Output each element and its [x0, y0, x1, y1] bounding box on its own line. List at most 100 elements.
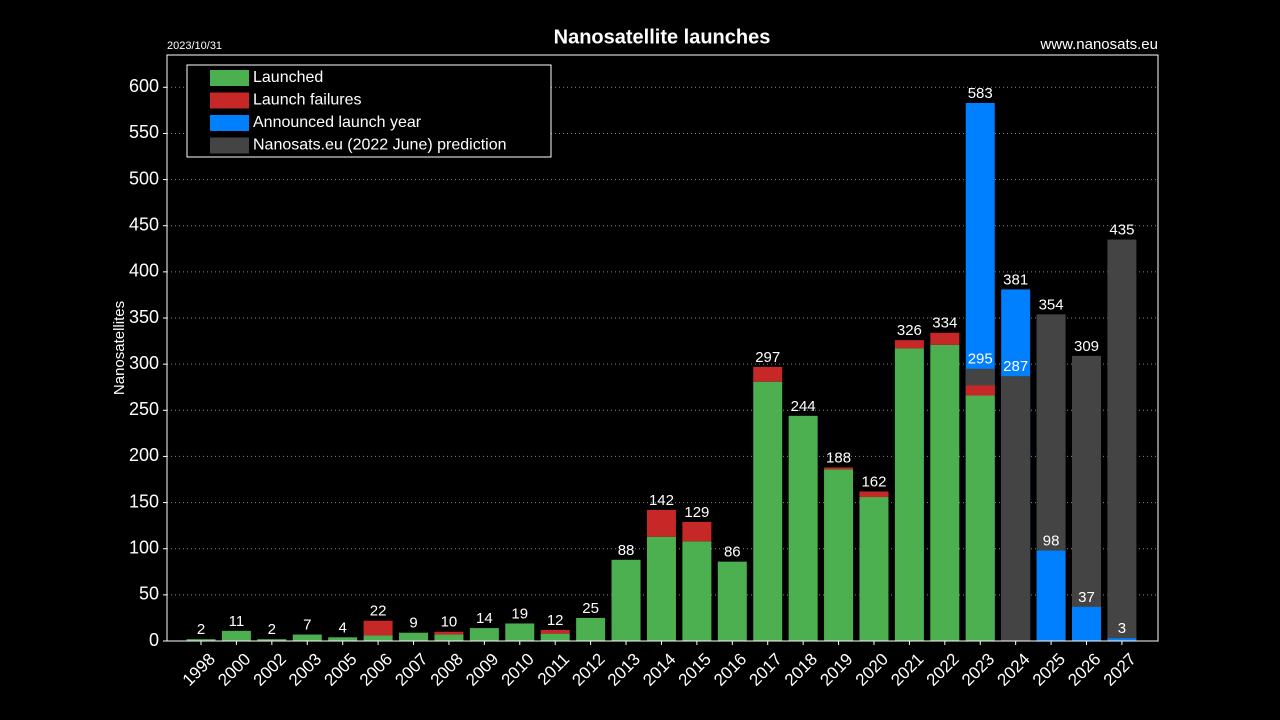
legend-swatch	[210, 115, 249, 131]
y-tick-label: 50	[139, 584, 159, 604]
chart-title: Nanosatellite launches	[554, 26, 771, 48]
y-tick-label: 600	[129, 76, 159, 96]
bar-segment	[363, 620, 393, 636]
value-label: 3	[1118, 620, 1126, 637]
bar-segment	[434, 634, 464, 641]
legend-label: Launched	[253, 69, 323, 86]
bar-segment	[930, 332, 960, 345]
total-label: 297	[755, 349, 780, 366]
bar-segment	[646, 509, 676, 537]
total-label: 4	[339, 619, 347, 636]
bar-segment	[894, 348, 924, 641]
bar-segment	[363, 635, 393, 641]
bar-segment	[965, 395, 995, 641]
bar-segment	[257, 639, 287, 641]
total-label: 22	[370, 603, 387, 620]
total-label: 162	[861, 473, 886, 490]
value-label: 295	[968, 351, 993, 368]
bar-segment	[399, 632, 429, 641]
bar	[1001, 376, 1031, 641]
bar-segment	[221, 630, 251, 641]
total-label: 7	[303, 617, 311, 634]
y-tick-label: 250	[129, 399, 159, 419]
value-label: 381	[1003, 271, 1028, 288]
value-label: 309	[1074, 338, 1099, 355]
source: www.nanosats.eu	[1039, 36, 1158, 53]
value-label: 354	[1039, 296, 1064, 313]
bar-segment	[434, 631, 464, 635]
bar-segment	[859, 497, 889, 641]
bar-segment	[540, 633, 570, 641]
total-label: 10	[441, 614, 458, 631]
total-label: 2	[268, 621, 276, 638]
total-label: 12	[547, 612, 564, 629]
total-label: 11	[229, 613, 245, 630]
bar-segment	[646, 536, 676, 641]
total-label: 88	[618, 542, 635, 559]
y-tick-label: 300	[129, 353, 159, 373]
bar-segment	[788, 415, 818, 641]
value-label: 287	[1003, 358, 1028, 375]
total-label: 19	[511, 605, 528, 622]
y-tick-label: 150	[129, 491, 159, 511]
legend-label: Nanosats.eu (2022 June) prediction	[253, 137, 507, 154]
bar-segment	[894, 340, 924, 349]
total-label: 129	[684, 504, 709, 521]
value-label: 435	[1109, 222, 1134, 239]
bar-segment	[824, 469, 854, 641]
bar-segment	[682, 521, 712, 542]
bar-segment	[505, 623, 535, 641]
total-label: 188	[826, 449, 851, 466]
y-tick-label: 350	[129, 307, 159, 327]
value-label: 37	[1078, 589, 1095, 606]
total-label: 25	[582, 600, 599, 617]
bar-segment	[965, 385, 995, 396]
bar-segment	[611, 559, 641, 641]
legend-label: Announced launch year	[253, 114, 422, 131]
total-label: 142	[649, 492, 674, 509]
bar-segment	[930, 344, 960, 641]
plot-frame	[166, 54, 1159, 642]
total-label: 2	[197, 621, 205, 638]
total-label: 14	[476, 610, 493, 627]
value-label: 583	[968, 85, 993, 102]
bar-segment	[824, 467, 854, 470]
total-label: 244	[791, 398, 816, 415]
bar-segment	[292, 634, 322, 641]
bar-segment	[576, 617, 606, 641]
value-label: 98	[1043, 533, 1060, 550]
bar	[1107, 239, 1137, 641]
total-label: 334	[932, 315, 957, 332]
y-tick-label: 0	[149, 630, 159, 650]
bar	[1107, 638, 1137, 641]
y-tick-label: 400	[129, 261, 159, 281]
total-label: 9	[409, 615, 417, 632]
bar-segment	[469, 628, 499, 641]
bar-segment	[753, 381, 783, 641]
total-label: 86	[724, 544, 741, 561]
y-tick-label: 200	[129, 445, 159, 465]
legend-swatch	[210, 92, 249, 109]
total-label: 326	[897, 322, 922, 339]
bar-segment	[859, 491, 889, 498]
y-tick-label: 100	[129, 537, 159, 557]
bar-segment	[186, 639, 216, 641]
y-axis-label: Nanosatellites	[111, 301, 128, 395]
bar	[1072, 355, 1101, 641]
bar-segment	[753, 366, 783, 382]
bar	[1072, 606, 1101, 641]
bar-segment	[682, 541, 712, 641]
legend-swatch	[210, 70, 249, 86]
y-tick-label: 550	[129, 122, 159, 142]
legend-label: Launch failures	[253, 92, 362, 109]
bar-segment	[328, 637, 358, 641]
legend-swatch	[210, 137, 249, 154]
bar	[1036, 550, 1066, 641]
date-note: 2023/10/31	[167, 40, 222, 52]
y-tick-label: 500	[129, 168, 159, 188]
bar-segment	[717, 561, 747, 641]
bar-segment	[540, 629, 570, 634]
y-tick-label: 450	[129, 214, 159, 234]
